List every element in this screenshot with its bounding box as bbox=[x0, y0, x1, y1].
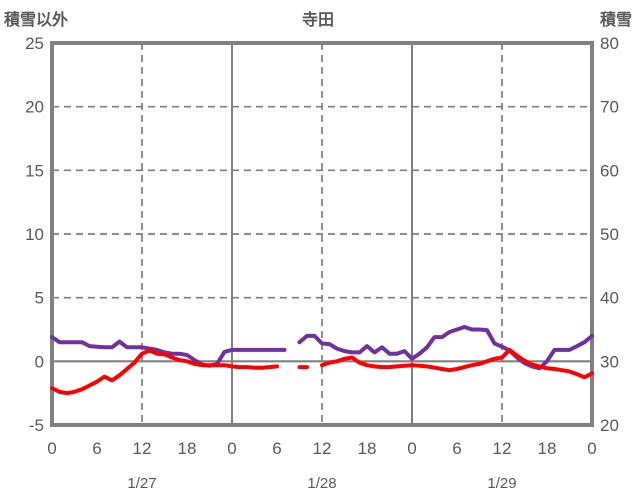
x-axis-tick-label: 6 bbox=[452, 439, 461, 458]
x-axis-tick-label: 6 bbox=[272, 439, 281, 458]
x-axis-tick-label: 12 bbox=[313, 439, 332, 458]
x-axis-tick-label: 0 bbox=[47, 439, 56, 458]
right-axis-title: 積雪 bbox=[599, 12, 632, 29]
y-axis-tick-label-right: 60 bbox=[600, 161, 619, 180]
y-axis-tick-label-right: 20 bbox=[600, 416, 619, 435]
y-axis-tick-label-right: 50 bbox=[600, 225, 619, 244]
y-axis-tick-label-left: 5 bbox=[35, 289, 44, 308]
y-axis-tick-label-right: 40 bbox=[600, 289, 619, 308]
y-axis-tick-label-left: 25 bbox=[25, 34, 44, 53]
x-axis-tick-label: 0 bbox=[407, 439, 416, 458]
y-axis-tick-label-left: -5 bbox=[29, 416, 44, 435]
x-axis-tick-label: 12 bbox=[493, 439, 512, 458]
date-label: 1/28 bbox=[307, 475, 336, 492]
left-axis-title: 積雪以外 bbox=[4, 12, 69, 29]
y-axis-tick-label-right: 80 bbox=[600, 34, 619, 53]
y-axis-tick-label-left: 20 bbox=[25, 98, 44, 117]
y-axis-tick-label-left: 10 bbox=[25, 225, 44, 244]
x-axis-tick-label: 18 bbox=[538, 439, 557, 458]
x-axis-tick-label: 6 bbox=[92, 439, 101, 458]
x-axis-tick-label: 18 bbox=[178, 439, 197, 458]
x-axis-tick-label: 18 bbox=[358, 439, 377, 458]
y-axis-tick-label-right: 70 bbox=[600, 98, 619, 117]
chart-title: 寺田 bbox=[301, 12, 334, 29]
x-axis-tick-label: 12 bbox=[133, 439, 152, 458]
x-axis-tick-label: 0 bbox=[227, 439, 236, 458]
series-line-red bbox=[50, 347, 594, 396]
y-axis-tick-label-left: 15 bbox=[25, 161, 44, 180]
series-line-purple bbox=[50, 325, 594, 371]
y-axis-tick-label-right: 30 bbox=[600, 352, 619, 371]
x-axis-tick-label: 0 bbox=[587, 439, 596, 458]
date-label: 1/27 bbox=[127, 475, 156, 492]
date-label: 1/29 bbox=[487, 475, 516, 492]
y-axis-tick-label-left: 0 bbox=[35, 352, 44, 371]
